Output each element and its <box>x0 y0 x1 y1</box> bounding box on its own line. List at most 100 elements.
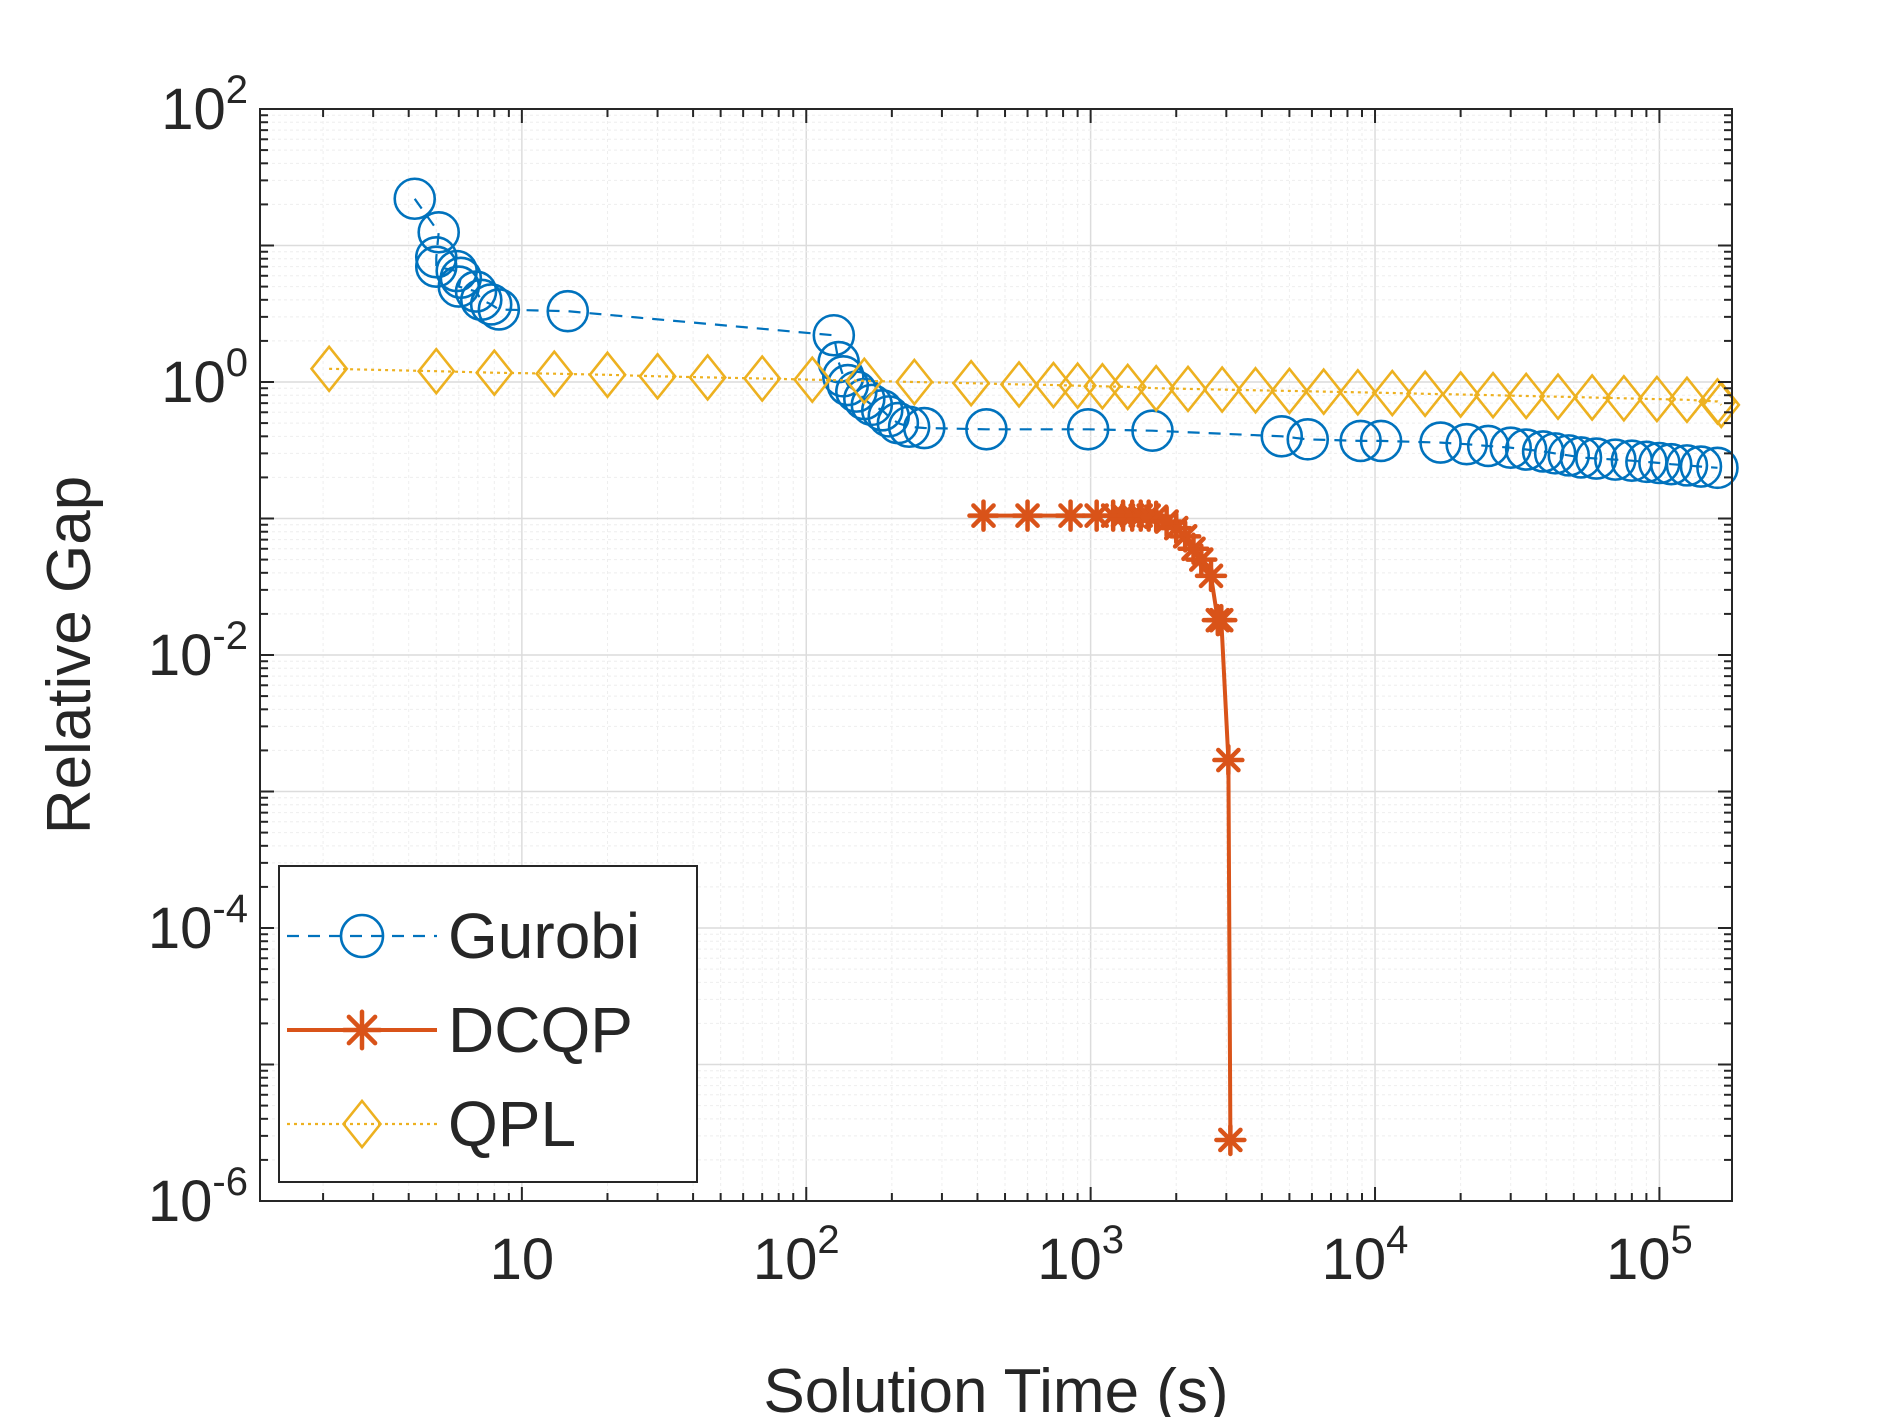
asterisk-stroke <box>1198 563 1224 589</box>
qpl-point <box>416 347 456 396</box>
qpl-point <box>638 352 677 401</box>
gurobi-point <box>469 283 513 326</box>
legend-item-qpl: QPL <box>287 1088 576 1160</box>
asterisk-stroke <box>1058 503 1083 528</box>
gurobi-point <box>437 265 481 308</box>
qpl-point <box>1441 370 1480 419</box>
legend: Gurobi DCQP QPL <box>278 865 698 1183</box>
qpl-point <box>1473 371 1513 420</box>
x-tick-label-base: 10 <box>1037 1227 1102 1292</box>
gurobi-point <box>1504 428 1548 471</box>
y-tick-label-exponent: -2 <box>212 614 248 658</box>
gurobi-point <box>812 313 856 357</box>
legend-item-dcqp: DCQP <box>287 994 633 1066</box>
x-tick-label-exponent: 3 <box>1102 1218 1124 1262</box>
dcqp-point <box>1205 603 1238 637</box>
asterisk-stroke <box>1218 1127 1243 1153</box>
dcqp-point <box>967 499 1000 532</box>
y-tick-label: 102 <box>161 68 248 142</box>
legend-label-dcqp: DCQP <box>448 994 633 1066</box>
y-tick-label: 100 <box>161 341 248 415</box>
qpl-point <box>999 360 1039 409</box>
legend-marker-qpl <box>341 1098 383 1150</box>
x-tick-label: 105 <box>1606 1218 1693 1292</box>
dcqp-series <box>967 499 1247 1157</box>
x-tick-label-base: 10 <box>753 1227 818 1292</box>
gurobi-point <box>965 408 1008 451</box>
asterisk-stroke <box>1188 547 1214 572</box>
qpl-line <box>329 367 1723 406</box>
gurobi-point <box>1696 446 1739 490</box>
qpl-point <box>1108 362 1147 412</box>
qpl-point <box>1168 364 1208 413</box>
asterisk-stroke <box>1143 504 1169 530</box>
gurobi-point <box>546 289 590 333</box>
x-tick-label-base: 10 <box>1606 1227 1671 1292</box>
dcqp-point <box>1214 1123 1247 1157</box>
x-axis-title: Solution Time (s) <box>763 1357 1228 1417</box>
qpl-point <box>845 356 884 405</box>
asterisk-stroke <box>1172 524 1198 549</box>
dcqp-point <box>1185 543 1218 576</box>
gurobi-point <box>1445 422 1488 466</box>
y-tick-label: 10-6 <box>148 1160 248 1234</box>
dcqp-point <box>1194 559 1228 593</box>
gurobi-point <box>477 288 521 331</box>
axis-ticks <box>260 108 1732 1202</box>
qpl-point <box>1373 368 1412 418</box>
legend-label-qpl: QPL <box>448 1088 576 1160</box>
x-tick-label-exponent: 2 <box>817 1218 839 1262</box>
dcqp-point <box>1011 499 1044 532</box>
x-tick-label-exponent: 4 <box>1386 1218 1408 1262</box>
y-axis-title: Relative Gap <box>35 476 104 834</box>
y-tick-label: 10-2 <box>148 614 248 688</box>
legend-marker-dcqp <box>341 1009 383 1051</box>
qpl-point <box>1538 372 1578 421</box>
qpl-point <box>309 344 349 393</box>
qpl-point <box>535 349 574 398</box>
asterisk-stroke <box>1216 747 1241 773</box>
legend-label-gurobi: Gurobi <box>448 900 640 972</box>
y-tick-label-base: 10 <box>148 896 213 961</box>
qpl-series <box>309 344 1741 429</box>
gurobi-point <box>1638 441 1681 485</box>
asterisk-stroke <box>346 1014 378 1046</box>
y-tick-label-exponent: -6 <box>212 1160 248 1204</box>
dcqp-point <box>1054 499 1087 532</box>
x-tick-label-base: 10 <box>490 1227 555 1292</box>
gurobi-point <box>1559 436 1603 479</box>
gurobi-point <box>1131 409 1174 452</box>
gurobi-point <box>1533 432 1577 475</box>
y-tick-label-exponent: 0 <box>226 341 248 385</box>
qpl-point <box>1136 364 1176 413</box>
qpl-point <box>793 355 832 404</box>
legend-marker-gurobi <box>339 913 385 959</box>
gurobi-point <box>860 389 904 432</box>
qpl-point <box>1304 367 1343 416</box>
qpl-point <box>742 354 782 403</box>
gurobi-point <box>454 270 498 313</box>
y-tick-label: 10-4 <box>148 887 248 961</box>
gurobi-series <box>393 177 1739 490</box>
gurobi-point <box>1419 421 1462 464</box>
gurobi-point <box>1679 445 1723 488</box>
gurobi-point <box>417 210 461 254</box>
y-tick-label-exponent: -4 <box>212 887 248 931</box>
gurobi-point <box>1286 418 1330 461</box>
qpl-point <box>951 359 991 408</box>
gurobi-point <box>1575 437 1618 480</box>
qpl-point <box>475 348 514 397</box>
y-tick-label-base: 10 <box>148 1169 213 1234</box>
gurobi-point <box>1594 438 1637 481</box>
qpl-point <box>1236 366 1275 415</box>
qpl-point <box>1604 374 1644 423</box>
gurobi-point <box>1649 442 1693 486</box>
gurobi-point <box>902 406 946 450</box>
gurobi-point <box>1665 444 1709 487</box>
gurobi-point <box>393 177 437 221</box>
asterisk-stroke <box>1015 503 1040 528</box>
qpl-point <box>1637 374 1677 424</box>
y-tick-label-base: 10 <box>148 623 213 688</box>
x-tick-label: 103 <box>1037 1218 1124 1292</box>
